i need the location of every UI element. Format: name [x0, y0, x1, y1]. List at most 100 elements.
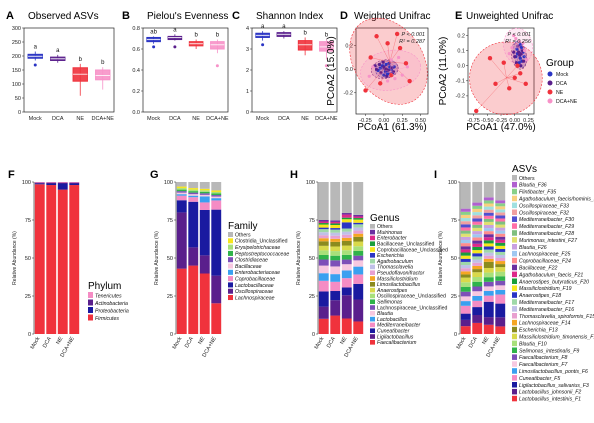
legend-swatch	[512, 271, 517, 278]
x-tick-label: -0.75	[467, 118, 480, 124]
legend-label: Massiliclostridium_F19	[519, 286, 572, 292]
bar-segment	[330, 235, 341, 239]
panel-h: H 0 25 50 75 100 Relative Abundance (%) Mock DCA…	[290, 169, 448, 358]
panel-i: I 0 25 50 75 100 Relative Abundance (%) Mock DCA…	[434, 164, 594, 403]
legend-label: Blautia_F26	[519, 245, 547, 251]
y-tick-label: 50	[309, 256, 315, 262]
x-tick-label: Mock	[30, 336, 42, 351]
bar-segment	[483, 240, 494, 244]
legend-title: Phylum	[88, 281, 121, 292]
legend-swatch	[512, 299, 517, 305]
y-tick-label: 0	[28, 332, 31, 338]
panel-label: I	[434, 169, 437, 181]
spider-line	[390, 57, 399, 72]
point-dca-ne	[367, 74, 371, 78]
legend-swatch	[228, 244, 233, 250]
legend-swatch	[370, 258, 375, 264]
bar-segment	[188, 195, 199, 198]
bar-segment	[318, 318, 329, 334]
legend-swatch	[370, 311, 375, 316]
point-dca-ne	[525, 58, 529, 62]
legend-swatch	[512, 326, 517, 333]
panel-label: G	[150, 169, 159, 181]
point-ne	[407, 78, 412, 84]
legend-label: Oscillospiraceae_F33	[519, 203, 569, 209]
spider-line	[387, 43, 390, 63]
point-dca-ne	[523, 49, 527, 53]
spider-line	[506, 65, 518, 78]
legend-swatch	[370, 224, 375, 229]
legend-swatch	[370, 287, 375, 293]
legend-swatch	[512, 375, 517, 381]
bar-segment	[483, 324, 494, 334]
legend-swatch	[370, 305, 375, 310]
bar-segment	[330, 291, 341, 301]
bar-segment	[353, 216, 364, 219]
spider-line	[365, 62, 390, 91]
bar-segment	[57, 183, 68, 190]
spider-line	[376, 36, 390, 63]
bar-segment	[318, 223, 329, 225]
y-tick-label: 25	[25, 294, 31, 300]
significance-letter: b	[101, 60, 105, 66]
bar-segment	[472, 259, 483, 263]
y-tick-label: 0	[246, 110, 249, 116]
bar-segment	[330, 241, 341, 247]
bar-segment	[353, 274, 364, 284]
x-tick-label: Mock	[29, 116, 42, 122]
point-dca-ne	[389, 58, 393, 62]
bar-segment	[472, 296, 483, 301]
x-tick-label: NE	[481, 336, 490, 346]
legend-label: Lachnospiraceae_F25	[519, 252, 570, 258]
bar-segment	[460, 182, 471, 209]
bar-segment	[495, 242, 506, 246]
bar-segment	[472, 262, 483, 266]
bar-segment	[495, 209, 506, 213]
bar-segment	[188, 201, 199, 248]
legend-swatch	[512, 306, 517, 312]
point-ne	[363, 88, 368, 93]
bar-segment	[176, 268, 187, 334]
bar-segment	[472, 182, 483, 203]
bar-segment	[188, 265, 199, 334]
significance-letter: a	[34, 45, 38, 51]
y-tick-label: 25	[451, 294, 457, 300]
point-dca-ne	[514, 36, 518, 41]
spider-line	[389, 62, 410, 82]
bar-segment	[472, 253, 483, 257]
point-dca	[517, 50, 521, 54]
y-tick-label: 250	[12, 40, 21, 46]
bar-segment	[460, 224, 471, 228]
bar-segment	[69, 185, 80, 334]
bar-segment	[211, 209, 222, 276]
bar-segment	[472, 277, 483, 282]
bar-segment	[472, 237, 483, 241]
bar-segment	[495, 267, 506, 272]
legend-label: Mediterraneibacter	[377, 323, 421, 329]
legend-swatch	[88, 299, 93, 306]
point-dca-ne	[405, 65, 410, 69]
bar-segment	[483, 215, 494, 219]
bar-segment	[472, 224, 483, 228]
bar-segment	[472, 205, 483, 209]
legend-label: Ligilactobacillus_salivarius_F3	[519, 383, 589, 389]
legend-swatch	[370, 316, 375, 322]
y-tick-label: 100	[12, 82, 21, 88]
bar-segment	[330, 266, 341, 275]
legend-swatch	[228, 288, 233, 294]
bar-segment	[341, 254, 352, 260]
legend-marker	[547, 98, 553, 104]
bar-segment	[341, 219, 352, 223]
y-tick-label: 0	[170, 332, 173, 338]
bar-segment	[472, 218, 483, 222]
bar-segment	[318, 306, 329, 319]
y-tick-label: 100	[448, 180, 457, 186]
legend-swatch	[512, 223, 517, 229]
bar-segment	[472, 256, 483, 260]
bar-segment	[353, 214, 364, 217]
bar-segment	[460, 319, 471, 327]
legend-label: Escherichia_F13	[519, 328, 558, 334]
x-axis-title: PCoA1 (61.3%)	[357, 122, 426, 133]
bar-segment	[483, 243, 494, 247]
bar-segment	[199, 193, 210, 195]
